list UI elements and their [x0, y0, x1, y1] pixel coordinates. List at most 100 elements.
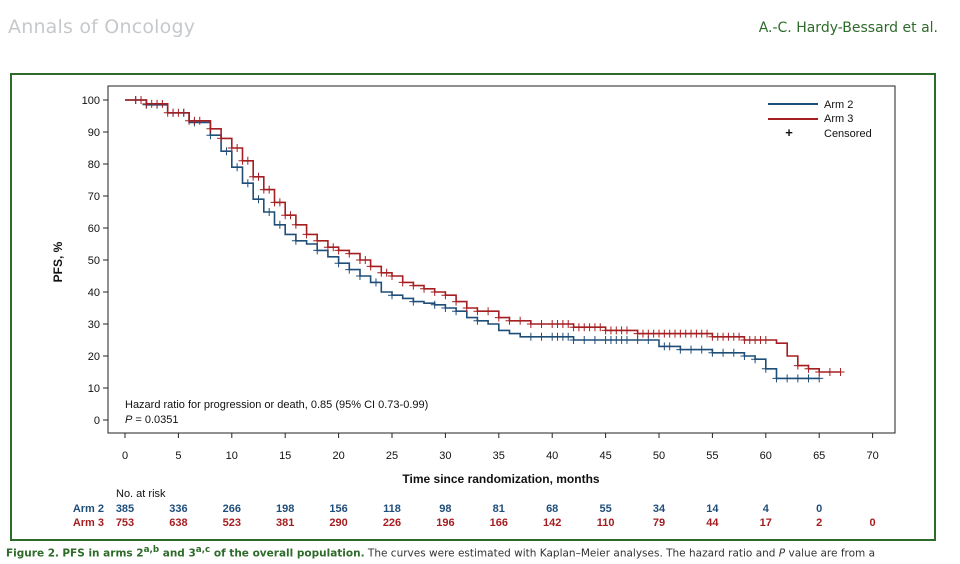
censor-mark-arm3 [564, 320, 573, 328]
censor-mark-arm2 [665, 342, 674, 351]
risk-count: 118 [383, 503, 401, 515]
x-tick-label: 55 [706, 450, 718, 462]
censor-mark-arm3 [388, 272, 396, 280]
x-tick-label: 50 [653, 450, 665, 462]
risk-count: 2 [816, 517, 822, 529]
censor-mark-arm3 [409, 281, 418, 290]
legend: Arm 2 Arm 3 + Censored [768, 99, 872, 140]
risk-count: 0 [870, 517, 876, 529]
risk-count: 110 [597, 517, 615, 529]
censor-mark-arm2 [355, 272, 364, 280]
censor-mark-arm3 [735, 332, 744, 341]
y-axis-label: PFS, % [51, 241, 65, 282]
censor-mark-arm3 [526, 320, 535, 328]
censor-mark-arm3 [345, 249, 354, 258]
censor-mark-arm2 [526, 332, 535, 341]
caption-title-post: of the overall population. [210, 547, 365, 560]
censor-mark-arm2 [265, 208, 274, 216]
censor-mark-arm3 [233, 144, 242, 152]
censor-mark-arm3 [382, 268, 391, 277]
censor-mark-arm3 [484, 307, 493, 316]
censor-mark-arm3 [313, 236, 322, 245]
censor-mark-arm2 [590, 336, 599, 344]
legend-censored-label: Censored [824, 128, 872, 140]
x-tick-label: 45 [599, 450, 611, 462]
y-tick-label: 100 [82, 95, 100, 107]
censor-mark-arm3 [275, 198, 284, 207]
risk-count: 68 [546, 503, 558, 515]
censor-mark-arm3 [494, 313, 503, 322]
censor-mark-arm3 [329, 243, 338, 252]
censor-mark-arm2 [275, 220, 284, 229]
p-value-text: P = 0.0351 [125, 414, 179, 426]
risk-count: 34 [653, 503, 666, 515]
censor-mark-arm2 [740, 352, 749, 360]
censor-mark-arm2 [569, 336, 578, 344]
risk-count: 98 [439, 503, 451, 515]
censor-mark-arm3 [265, 185, 274, 194]
censor-mark-arm3 [291, 220, 300, 229]
y-tick-label: 70 [88, 191, 100, 203]
censor-mark-arm3 [462, 304, 471, 312]
censor-mark-arm2 [334, 259, 343, 268]
caption-title-mid: and 3 [159, 547, 196, 560]
censor-mark-arm2 [441, 304, 450, 312]
censor-mark-arm2 [371, 278, 380, 287]
censor-mark-arm3 [286, 211, 295, 220]
censor-mark-arm2 [345, 265, 354, 274]
p-value-number: = 0.0351 [132, 414, 178, 426]
censor-mark-arm3 [596, 323, 605, 332]
censor-mark-arm2 [254, 195, 263, 204]
figure-frame [10, 73, 936, 541]
censor-mark-arm3 [703, 329, 712, 338]
censor-mark-arm2 [729, 348, 738, 357]
author-line: A.-C. Hardy-Bessard et al. [758, 20, 938, 36]
x-tick-label: 30 [439, 450, 451, 462]
censor-mark-arm3 [243, 156, 252, 165]
risk-row-label: Arm 2 [73, 503, 104, 515]
risk-table-title: No. at risk [116, 488, 166, 500]
censor-mark-arm3 [158, 99, 167, 108]
x-tick-label: 35 [493, 450, 505, 462]
censor-mark-arm3 [195, 116, 204, 125]
censor-mark-arm2 [388, 291, 396, 300]
y-tick-label: 50 [88, 255, 100, 267]
x-tick-label: 65 [813, 450, 825, 462]
censor-mark-arm2 [243, 179, 252, 188]
legend-arm3-label: Arm 3 [824, 113, 853, 125]
censor-mark-arm2 [409, 297, 418, 306]
censor-mark-arm2 [719, 348, 728, 357]
y-tick-label: 90 [88, 127, 100, 139]
x-tick-label: 60 [760, 450, 772, 462]
censor-mark-arm3 [217, 134, 226, 143]
censor-mark-arm3 [398, 278, 407, 287]
risk-count: 0 [816, 503, 822, 515]
censor-mark-arm2 [564, 332, 573, 341]
censor-mark-arm2 [687, 345, 696, 354]
censor-mark-arm3 [815, 368, 824, 376]
risk-count: 156 [329, 503, 347, 515]
risk-count: 196 [436, 517, 454, 529]
censor-mark-arm3 [761, 336, 770, 344]
censor-mark-arm2 [751, 355, 760, 364]
risk-count: 385 [116, 503, 134, 515]
x-tick-label: 25 [386, 450, 398, 462]
y-tick-label: 0 [94, 415, 100, 427]
risk-count: 14 [706, 503, 719, 515]
risk-count: 166 [490, 517, 508, 529]
journal-title: Annals of Oncology [8, 16, 196, 38]
censor-mark-arm2 [430, 300, 439, 309]
x-tick-label: 70 [866, 450, 878, 462]
y-tick-label: 10 [88, 383, 100, 395]
censor-mark-arm3 [334, 246, 343, 255]
censor-mark-arm3 [430, 288, 439, 296]
legend-censor-symbol: + [785, 125, 793, 140]
censor-mark-arm2 [233, 163, 242, 172]
censor-mark-arm3 [361, 256, 370, 264]
censor-mark-arm3 [452, 297, 461, 306]
y-tick-label: 60 [88, 223, 100, 235]
x-tick-label: 5 [175, 450, 181, 462]
censor-mark-arm3 [505, 316, 514, 325]
risk-count: 79 [653, 517, 665, 529]
